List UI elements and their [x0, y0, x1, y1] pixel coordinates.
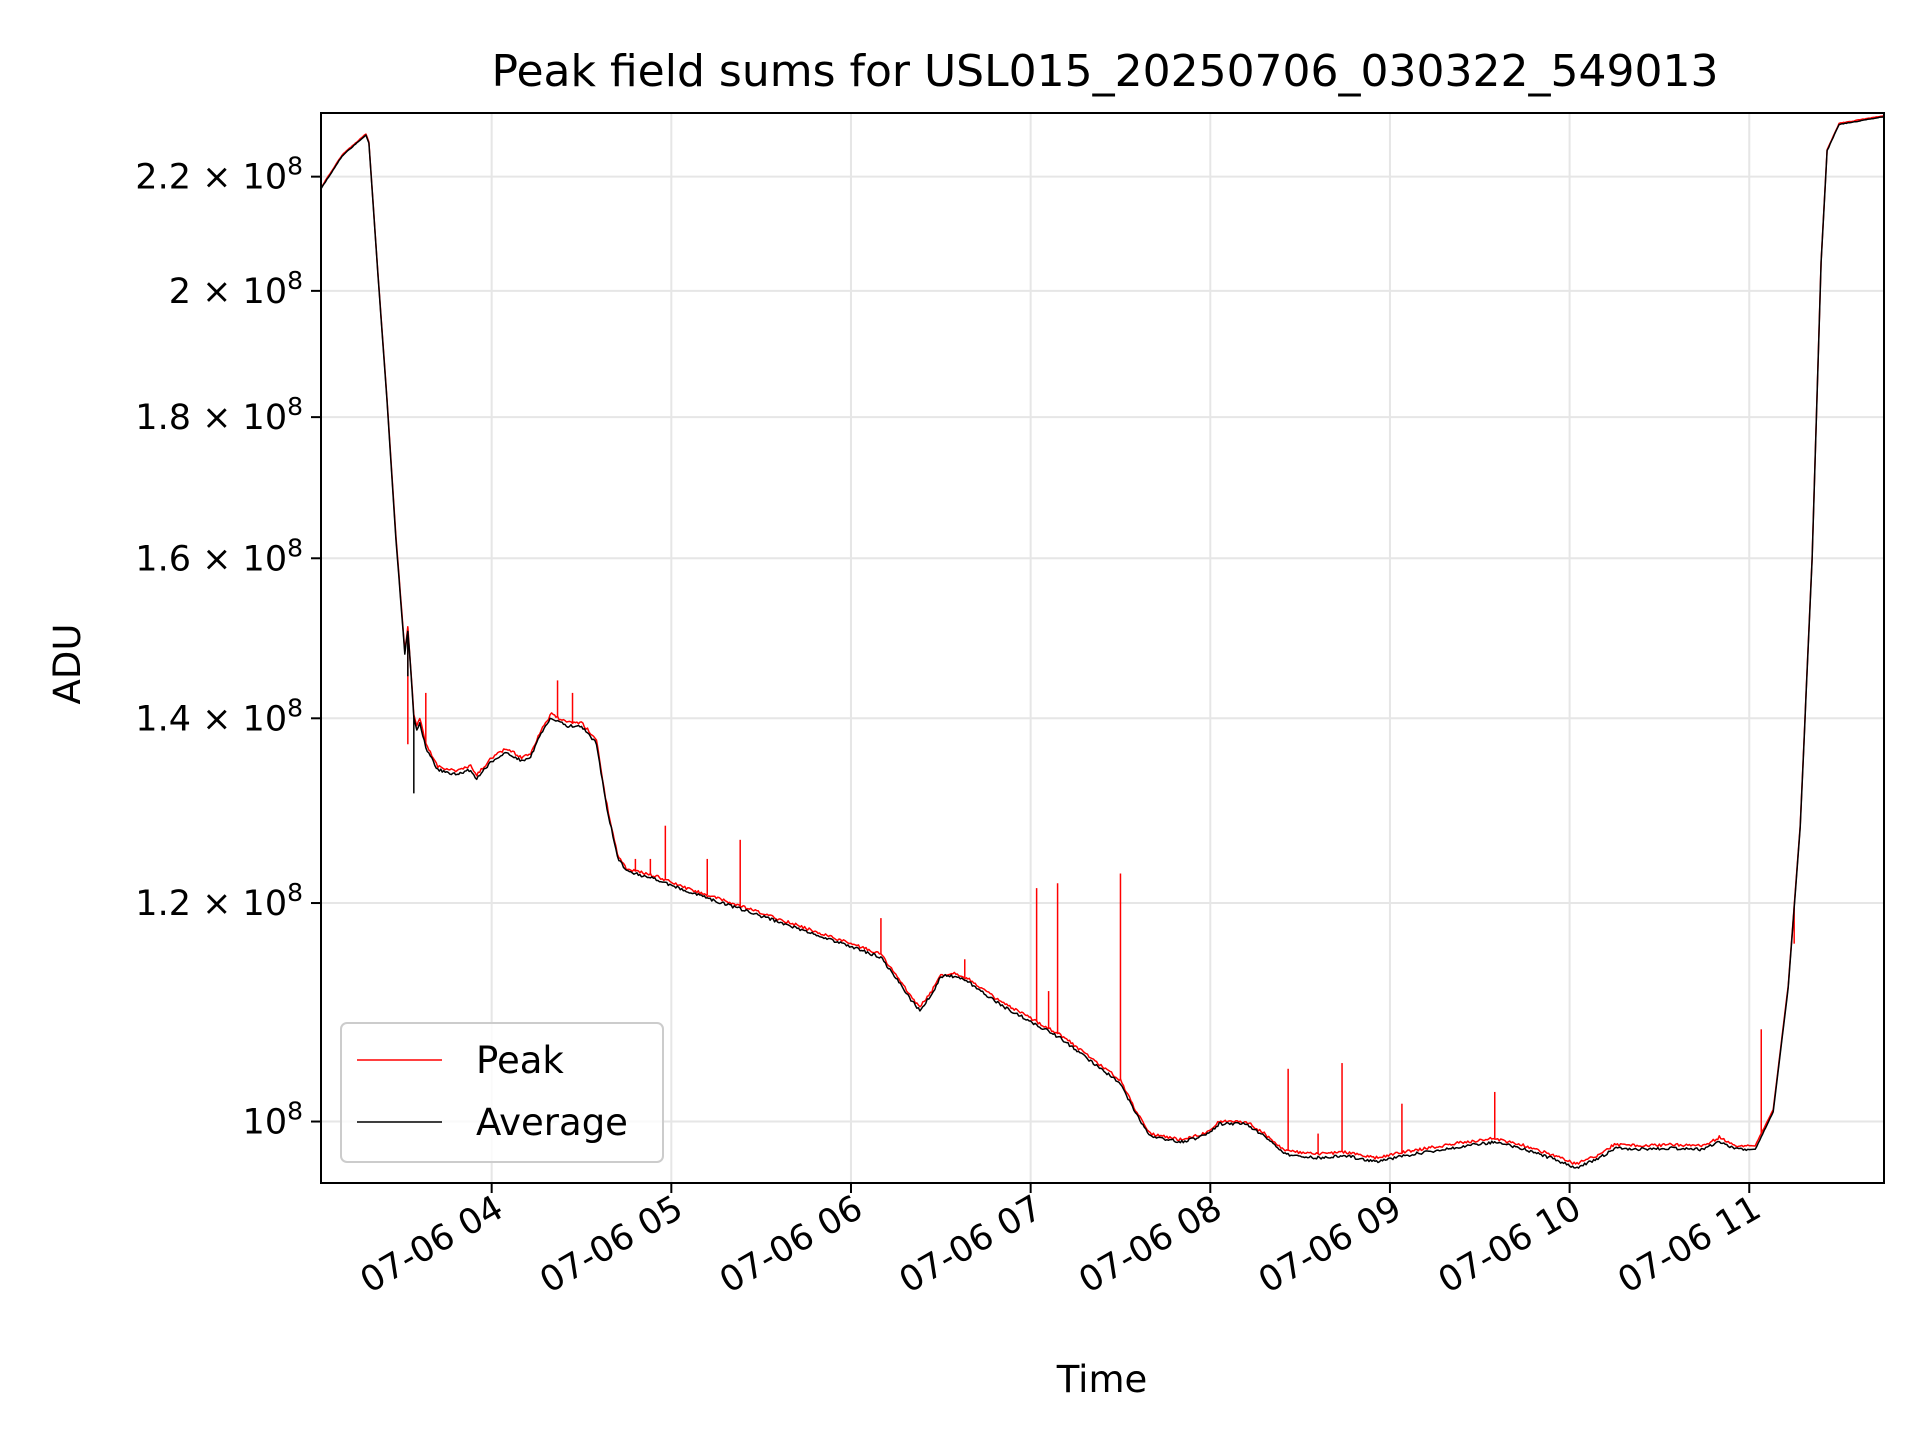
legend-box — [340, 1022, 664, 1163]
y-tick-label: 1.8 × 108 — [135, 392, 303, 438]
y-axis: 108 1.2 × 108 1.4 × 108 1.6 × 108 1.8 × 108 2… — [135, 152, 321, 1143]
legend-label-peak: Peak — [476, 1039, 564, 1082]
plot-frame — [320, 112, 1885, 1184]
y-tick-label: 1.6 × 108 — [135, 533, 303, 579]
chart-title: Peak field sums for USL015_20250706_0303… — [492, 46, 1719, 97]
y-tick-label: 2.2 × 108 — [135, 152, 303, 198]
y-axis-label: ADU — [46, 624, 89, 705]
legend: Peak Average — [340, 1022, 664, 1163]
y-tick-label: 108 — [243, 1097, 303, 1143]
y-tick-label: 2 × 108 — [169, 266, 303, 312]
series-line-average — [320, 115, 1885, 1169]
x-axis-label: Time — [1056, 1358, 1148, 1401]
legend-label-average: Average — [476, 1101, 628, 1144]
y-tick-label: 1.4 × 108 — [135, 693, 303, 739]
series-line-peak — [320, 114, 1885, 1165]
series-layer — [320, 114, 1885, 1169]
y-tick-label: 1.2 × 108 — [135, 878, 303, 924]
